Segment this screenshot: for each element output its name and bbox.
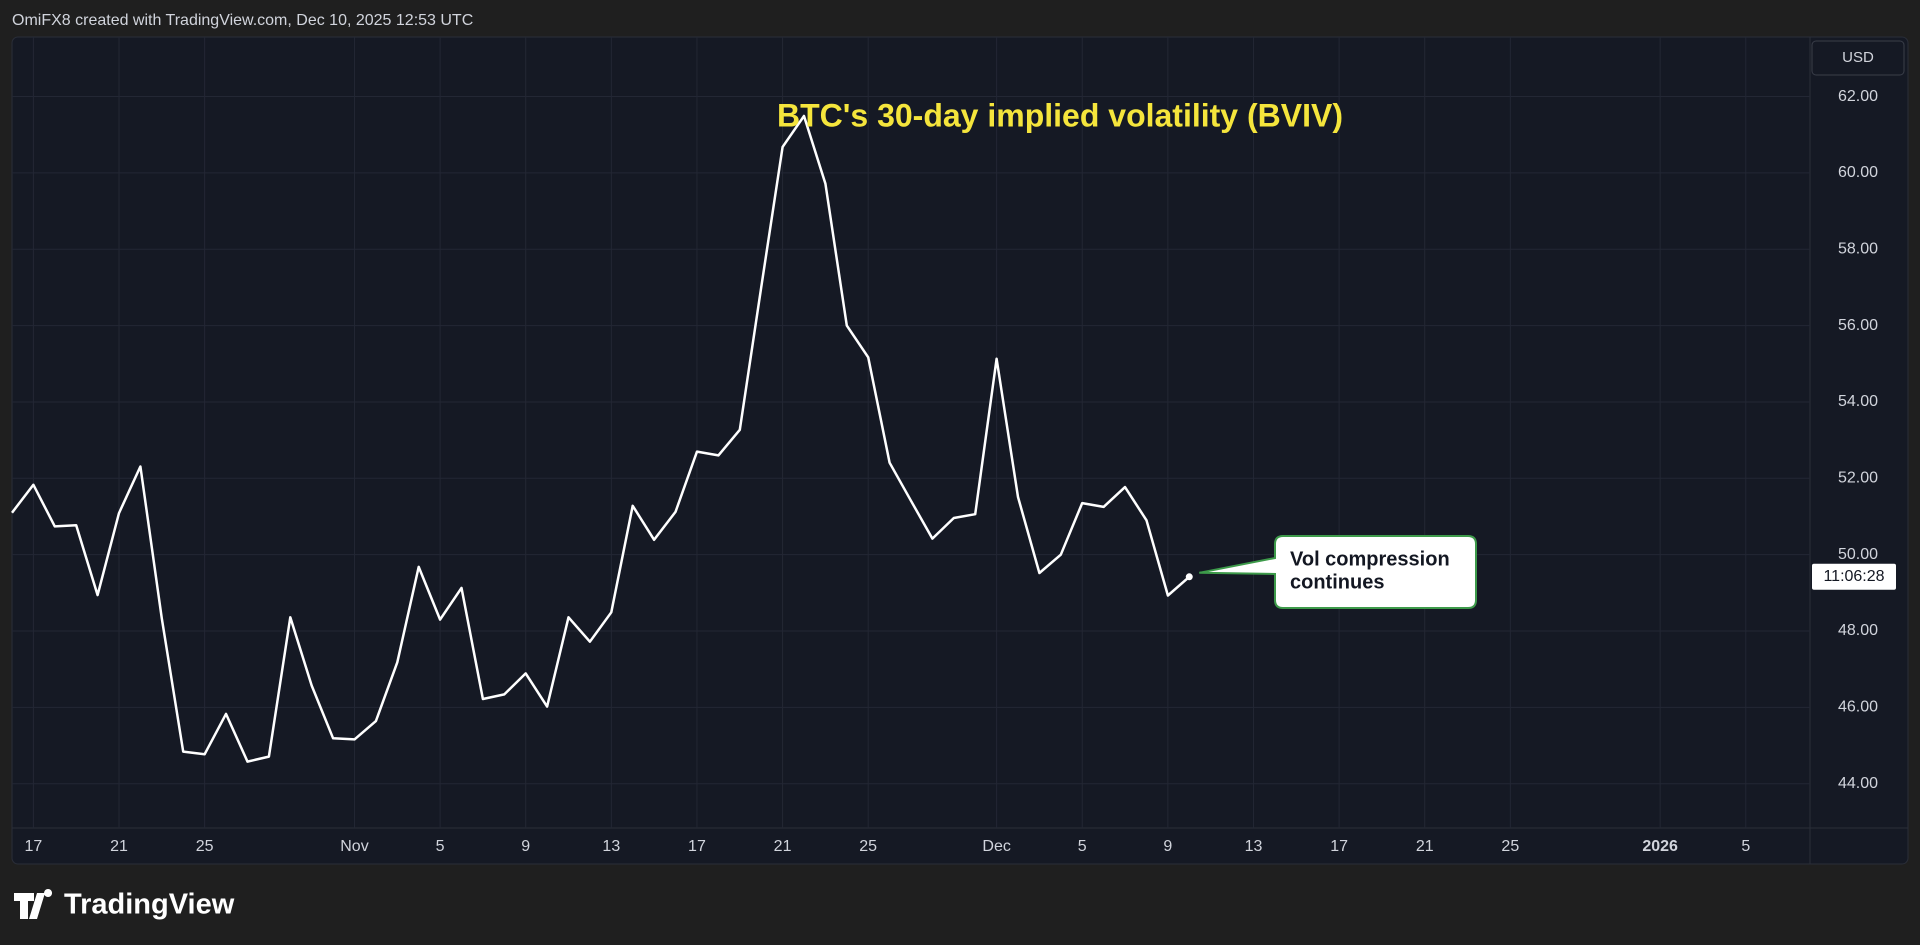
x-tick-label: 17 [1330,838,1348,855]
x-tick-label: 21 [774,838,792,855]
countdown: 11:06:28 [1823,568,1884,585]
y-tick-label: 60.00 [1838,164,1878,181]
x-tick-label: 9 [521,838,530,855]
x-tick-label: 25 [859,838,877,855]
line [11,114,1191,763]
currency-box[interactable] [1811,40,1905,76]
x-tick-label: 5 [1078,838,1087,855]
y-tick-label: 54.00 [1838,393,1878,410]
y-tick-label: 52.00 [1838,470,1878,487]
x-tick-label: 17 [25,838,43,855]
x-tick-label: 17 [688,838,706,855]
x-tick-label: 5 [436,838,445,855]
annotation: Vol compression [1290,548,1450,570]
logo-icon [14,889,53,919]
x-tick-label: 21 [1416,838,1434,855]
currency: USD [1842,49,1874,66]
x-tick-label: 13 [1245,838,1263,855]
x-tick-label: 2026 [1642,838,1678,855]
y-tick-label: 44.00 [1838,775,1878,792]
x-tick-label: 25 [196,838,214,855]
logo: TradingView [14,889,235,921]
x-tick-label: 21 [110,838,128,855]
x-tick-label: 9 [1163,838,1172,855]
y-tick-label: 62.00 [1838,88,1878,105]
header: OmiFX8 created with TradingView.com, Dec… [12,12,473,29]
chart-title: BTC's 30-day implied volatility (BVIV) [777,97,1343,133]
x-tick-label: 25 [1501,838,1519,855]
x-tick-label: 5 [1741,838,1750,855]
x-tick-label: 13 [602,838,620,855]
y-tick-label: 50.00 [1838,546,1878,563]
chart-frame [11,36,1909,865]
y-tick-label: 46.00 [1838,699,1878,716]
brand: TradingView [64,889,235,921]
x-tick-label: Nov [340,838,368,855]
grid [12,37,1810,828]
callout [1199,535,1477,609]
plot: 44.00 46.00 48.00 50.00 52.00 54.00 56.00 58.00… [11,88,1896,855]
y-tick-label: 48.00 [1838,622,1878,639]
last-point [1185,573,1193,581]
x-tick-label: Dec [982,838,1010,855]
annotation: continues [1290,571,1384,593]
y-tick-label: 58.00 [1838,240,1878,257]
countdown-box [1812,563,1896,590]
y-tick-label: 56.00 [1838,317,1878,334]
